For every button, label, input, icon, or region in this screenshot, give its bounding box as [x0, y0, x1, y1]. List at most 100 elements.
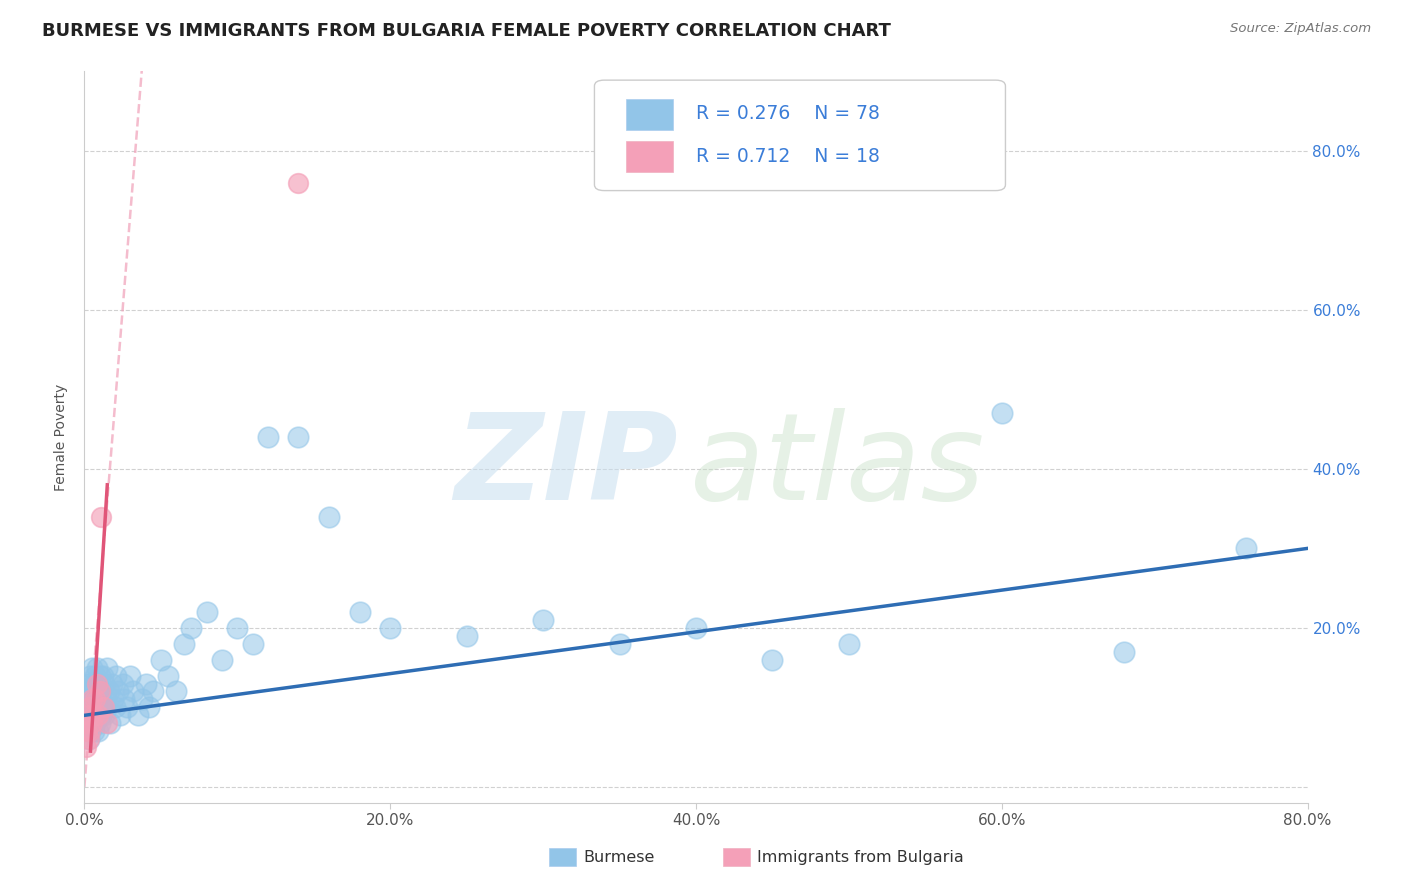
- Point: [138, 700, 160, 714]
- Point: [87, 700, 110, 714]
- Point: [609, 637, 631, 651]
- Text: Source: ZipAtlas.com: Source: ZipAtlas.com: [1230, 22, 1371, 36]
- Point: [108, 708, 131, 723]
- Point: [86, 660, 108, 674]
- Point: [83, 676, 105, 690]
- Y-axis label: Female Poverty: Female Poverty: [55, 384, 69, 491]
- Point: [142, 684, 165, 698]
- Text: BURMESE VS IMMIGRANTS FROM BULGARIA FEMALE POVERTY CORRELATION CHART: BURMESE VS IMMIGRANTS FROM BULGARIA FEMA…: [42, 22, 891, 40]
- Point: [84, 692, 107, 706]
- Point: [84, 716, 107, 731]
- Point: [226, 621, 249, 635]
- Point: [115, 700, 138, 714]
- Point: [84, 668, 107, 682]
- Text: R = 0.712    N = 18: R = 0.712 N = 18: [696, 146, 880, 166]
- Point: [991, 406, 1014, 420]
- Point: [173, 637, 195, 651]
- Point: [77, 708, 100, 723]
- Point: [79, 724, 101, 739]
- Point: [89, 716, 111, 731]
- Text: ZIP: ZIP: [454, 408, 678, 524]
- Point: [93, 708, 115, 723]
- Point: [157, 668, 180, 682]
- Point: [107, 684, 129, 698]
- Point: [111, 676, 134, 690]
- Point: [112, 692, 135, 706]
- Point: [287, 430, 309, 444]
- Bar: [550, 848, 576, 866]
- Point: [98, 716, 121, 731]
- Point: [96, 700, 118, 714]
- Point: [103, 692, 125, 706]
- Point: [127, 708, 149, 723]
- Point: [97, 684, 120, 698]
- Point: [83, 724, 105, 739]
- Point: [380, 621, 402, 635]
- Point: [87, 724, 110, 739]
- Point: [80, 716, 103, 731]
- Point: [1236, 541, 1258, 556]
- FancyBboxPatch shape: [595, 80, 1005, 191]
- Point: [838, 637, 860, 651]
- Point: [75, 740, 97, 755]
- Point: [90, 708, 112, 723]
- Point: [94, 692, 117, 706]
- Point: [76, 700, 98, 714]
- Point: [86, 708, 108, 723]
- Bar: [626, 99, 672, 130]
- Point: [531, 613, 554, 627]
- Point: [87, 676, 110, 690]
- Point: [84, 700, 107, 714]
- Point: [90, 684, 112, 698]
- Text: R = 0.276    N = 78: R = 0.276 N = 78: [696, 104, 880, 123]
- Point: [101, 676, 124, 690]
- Point: [89, 668, 111, 682]
- Point: [91, 700, 114, 714]
- Point: [104, 700, 127, 714]
- Bar: [723, 848, 749, 866]
- Point: [76, 716, 98, 731]
- Point: [86, 684, 108, 698]
- Point: [165, 684, 187, 698]
- Point: [77, 676, 100, 690]
- Point: [83, 692, 105, 706]
- Point: [122, 684, 145, 698]
- Point: [89, 692, 111, 706]
- Point: [287, 176, 309, 190]
- Point: [76, 684, 98, 698]
- Point: [77, 708, 100, 723]
- Text: atlas: atlas: [690, 408, 986, 524]
- Point: [96, 716, 118, 731]
- Point: [456, 629, 478, 643]
- Point: [242, 637, 264, 651]
- Point: [80, 660, 103, 674]
- Point: [80, 692, 103, 706]
- Point: [80, 716, 103, 731]
- Point: [120, 668, 142, 682]
- Point: [83, 708, 105, 723]
- Point: [79, 668, 101, 682]
- Point: [91, 668, 114, 682]
- Point: [90, 509, 112, 524]
- Point: [80, 684, 103, 698]
- Point: [131, 692, 153, 706]
- Point: [79, 724, 101, 739]
- Point: [93, 700, 115, 714]
- Bar: [626, 141, 672, 171]
- Point: [96, 660, 118, 674]
- Point: [79, 692, 101, 706]
- Point: [211, 653, 233, 667]
- Point: [105, 668, 128, 682]
- Point: [180, 621, 202, 635]
- Point: [80, 700, 103, 714]
- Point: [349, 605, 371, 619]
- Point: [1114, 645, 1136, 659]
- Point: [77, 732, 100, 747]
- Point: [93, 676, 115, 690]
- Point: [257, 430, 280, 444]
- Point: [75, 716, 97, 731]
- Point: [87, 708, 110, 723]
- Point: [89, 684, 111, 698]
- Point: [685, 621, 707, 635]
- Point: [77, 732, 100, 747]
